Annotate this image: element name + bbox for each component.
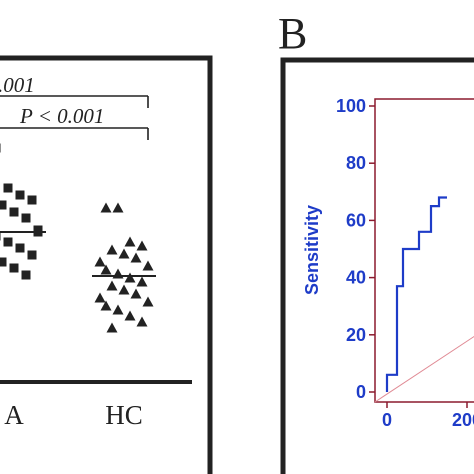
panel-b-label: B — [278, 9, 307, 58]
data-point-square — [0, 231, 1, 241]
panel-b-frame — [280, 57, 474, 474]
data-point-triangle — [136, 276, 148, 287]
x-tick-label: 200 — [452, 410, 474, 430]
annotation-pvalue-outer: .001 — [0, 73, 35, 97]
data-point-triangle — [100, 202, 112, 213]
data-point-triangle — [130, 252, 142, 263]
data-point-square — [21, 270, 31, 280]
data-point-square — [15, 243, 25, 253]
data-point-square — [3, 237, 13, 247]
panel-a-frame — [0, 55, 213, 474]
markers-group-a — [0, 143, 43, 280]
data-point-triangle — [100, 264, 112, 275]
roc-diagonal — [374, 335, 474, 403]
data-point-square — [0, 200, 7, 210]
data-point-triangle — [124, 272, 136, 283]
data-point-triangle — [112, 202, 124, 213]
data-point-triangle — [142, 296, 154, 307]
data-point-triangle — [124, 236, 136, 247]
roc-plot-area — [374, 98, 474, 403]
panel-b: B 0 20 40 60 80 100 0 200 Sensitivity — [278, 9, 474, 474]
data-point-triangle — [106, 322, 118, 333]
roc-curve — [385, 196, 447, 392]
data-point-square — [9, 263, 19, 273]
data-point-square — [21, 213, 31, 223]
y-tick-label: 80 — [346, 153, 366, 173]
data-point-triangle — [142, 260, 154, 271]
category-label-a: A — [4, 400, 24, 430]
data-point-triangle — [118, 284, 130, 295]
y-tick-label: 20 — [346, 325, 366, 345]
data-point-square — [27, 195, 37, 205]
data-point-square — [27, 250, 37, 260]
data-point-triangle — [130, 288, 142, 299]
category-label-hc: HC — [105, 400, 143, 430]
data-point-square — [0, 143, 1, 153]
roc-x-axis: 0 200 — [382, 402, 474, 430]
data-point-triangle — [94, 256, 106, 267]
roc-y-axis-label: Sensitivity — [302, 205, 322, 295]
x-tick-label: 0 — [382, 410, 392, 430]
data-point-triangle — [100, 300, 112, 311]
y-tick-label: 100 — [336, 96, 366, 116]
y-tick-label: 60 — [346, 210, 366, 230]
data-point-square — [3, 183, 13, 193]
data-point-triangle — [118, 248, 130, 259]
data-point-triangle — [106, 244, 118, 255]
markers-group-hc — [94, 202, 154, 333]
data-point-triangle — [124, 310, 136, 321]
data-point-triangle — [136, 240, 148, 251]
data-point-square — [0, 257, 7, 267]
annotation-pvalue-inner: P < 0.001 — [19, 104, 104, 128]
data-point-triangle — [94, 292, 106, 303]
data-point-square — [9, 207, 19, 217]
data-point-triangle — [112, 304, 124, 315]
data-point-triangle — [106, 280, 118, 291]
mean-lines — [0, 231, 156, 277]
data-point-square — [15, 190, 25, 200]
panel-a: .001 P < 0.001 A HC — [0, 55, 213, 474]
significance-bracket-outer — [0, 95, 149, 108]
roc-y-axis: 0 20 40 60 80 100 — [336, 96, 375, 402]
y-tick-label: 40 — [346, 268, 366, 288]
data-point-triangle — [136, 316, 148, 327]
y-tick-label: 0 — [356, 382, 366, 402]
significance-bracket-inner — [0, 127, 149, 140]
